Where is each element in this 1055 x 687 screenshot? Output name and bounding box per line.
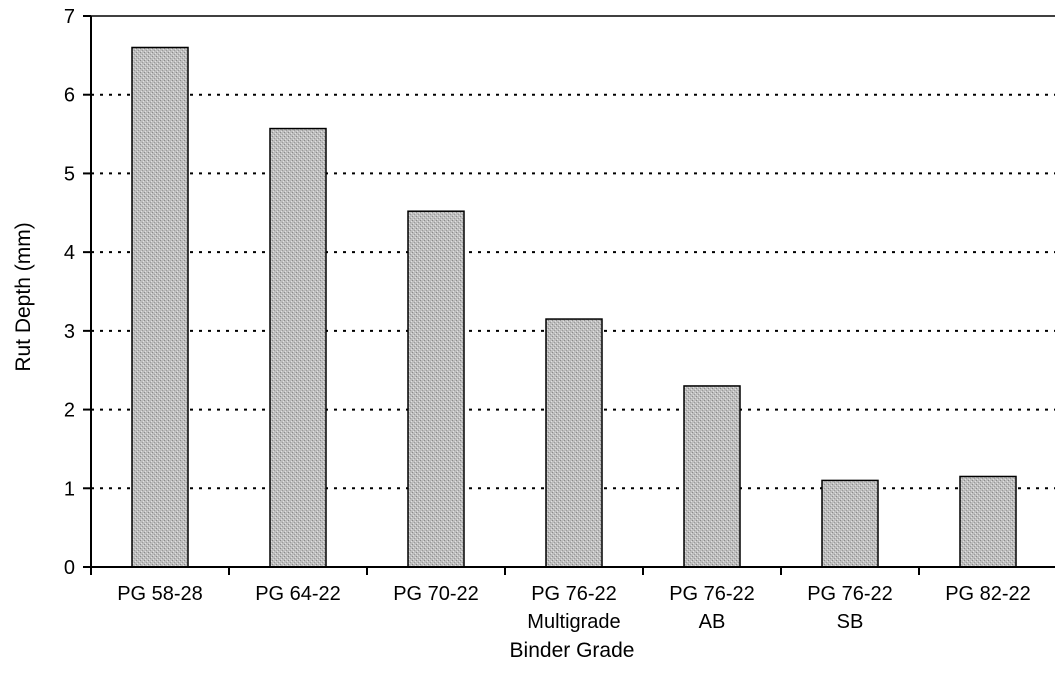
y-tick-label: 0 bbox=[64, 557, 75, 579]
x-category-label: PG 82-22 bbox=[945, 583, 1031, 605]
x-category-label: PG 76-22 AB bbox=[669, 583, 755, 633]
y-tick-label: 7 bbox=[64, 6, 75, 28]
y-tick-label: 2 bbox=[64, 400, 75, 422]
x-category-labels: PG 58-28 PG 64-22 PG 70-22 PG 76-22 Multigra… bbox=[117, 583, 1031, 633]
bar-1 bbox=[131, 46, 189, 568]
x-category-label: PG 76-22 Multigrade bbox=[527, 583, 620, 633]
x-category-label: PG 64-22 bbox=[255, 583, 341, 605]
x-category-label: PG 58-28 bbox=[117, 583, 203, 605]
y-axis-title: Rut Depth (mm) bbox=[12, 222, 35, 371]
bars bbox=[131, 46, 1017, 568]
y-tick-label: 5 bbox=[64, 163, 75, 185]
axes bbox=[83, 15, 1055, 575]
bar-3 bbox=[407, 210, 465, 568]
y-tick-labels: 0 1 2 3 4 5 6 7 bbox=[64, 6, 75, 579]
y-tick-label: 3 bbox=[64, 321, 75, 343]
x-axis-title: Binder Grade bbox=[510, 639, 635, 662]
bar-4 bbox=[545, 318, 603, 568]
y-tick-label: 4 bbox=[64, 242, 75, 264]
y-tick-label: 1 bbox=[64, 478, 75, 500]
bar-2 bbox=[269, 127, 327, 568]
y-tick-label: 6 bbox=[64, 85, 75, 107]
x-category-label: PG 70-22 bbox=[393, 583, 479, 605]
x-category-label: PG 76-22 SB bbox=[807, 583, 893, 633]
gridlines bbox=[91, 15, 1055, 490]
bar-5 bbox=[683, 385, 741, 568]
bar-7 bbox=[959, 475, 1017, 568]
bar-6 bbox=[821, 479, 879, 568]
